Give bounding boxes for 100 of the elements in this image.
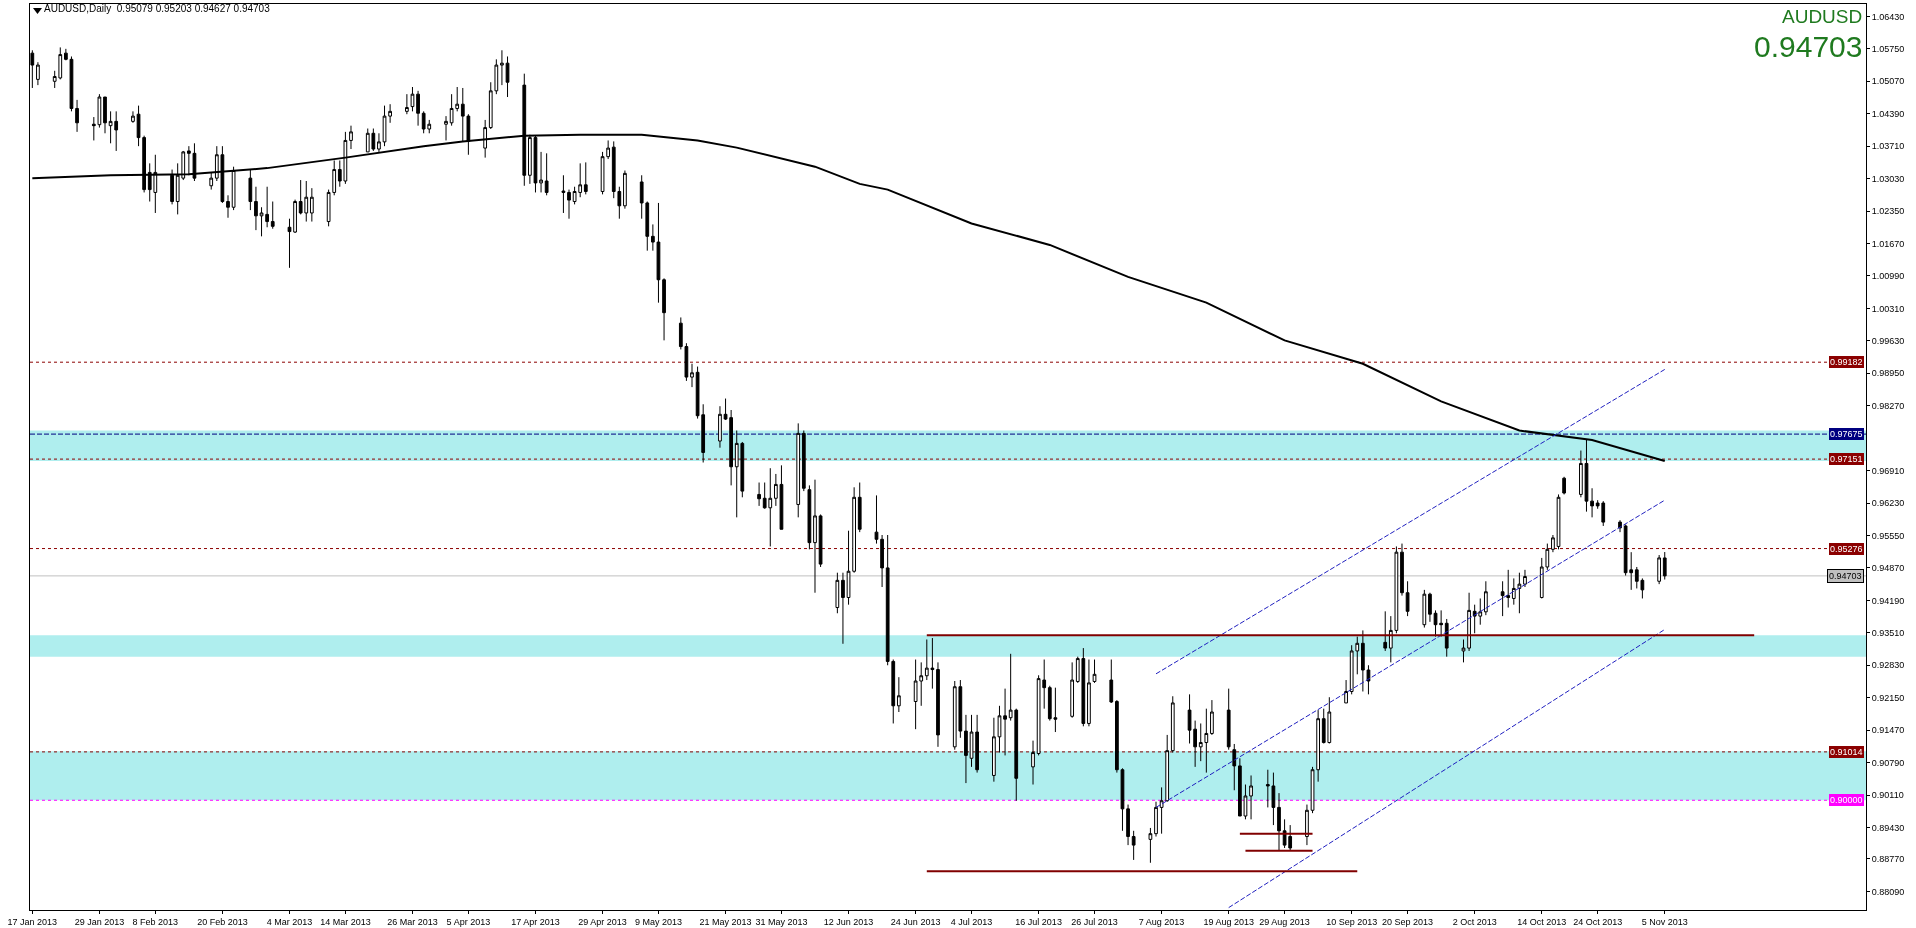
- y-tick-label: 1.04390: [1871, 108, 1905, 119]
- annotation: AUDUSD: [1782, 6, 1863, 27]
- candlestick: [444, 115, 448, 141]
- ref-line-label: 0.99182: [1830, 357, 1863, 367]
- ref-line-label: 0.97151: [1830, 454, 1863, 464]
- candlestick: [718, 405, 722, 449]
- ref-line-label: 0.97675: [1830, 429, 1863, 439]
- candlestick: [75, 99, 79, 133]
- x-tick-label: 9 May 2013: [634, 916, 682, 927]
- x-tick-label: 29 Apr 2013: [578, 916, 627, 927]
- y-tick-label: 0.94870: [1871, 563, 1905, 574]
- candlestick: [1226, 688, 1231, 751]
- candlestick: [248, 169, 253, 211]
- y-tick-label: 0.88770: [1871, 854, 1905, 865]
- candlestick: [662, 277, 666, 341]
- y-tick-label: 1.05070: [1871, 76, 1905, 87]
- x-tick-label: 7 Aug 2013: [1138, 916, 1185, 927]
- y-tick-label: 0.91470: [1871, 725, 1905, 736]
- candlestick: [1148, 827, 1153, 864]
- ref-line-label: 0.91014: [1830, 747, 1863, 757]
- x-tick-label: 17 Jan 2013: [7, 916, 58, 927]
- y-tick-label: 1.03710: [1871, 141, 1905, 152]
- candlestick: [1511, 577, 1516, 606]
- candlestick: [857, 482, 862, 533]
- y-tick-label: 0.92150: [1871, 692, 1905, 703]
- x-tick-label: 20 Feb 2013: [197, 916, 248, 927]
- x-tick-label: 2 Oct 2013: [1452, 916, 1497, 927]
- x-tick-label: 24 Jun 2013: [890, 916, 941, 927]
- candlestick: [796, 422, 801, 518]
- candlestick: [231, 166, 236, 211]
- x-tick-label: 5 Apr 2013: [446, 916, 491, 927]
- candlestick: [1662, 551, 1667, 581]
- chart-title: AUDUSD,Daily 0.95079 0.95203 0.94627 0.94703: [44, 2, 271, 14]
- ref-line-label: 0.95276: [1830, 544, 1863, 554]
- x-tick-label: 12 Jun 2013: [823, 916, 874, 927]
- candlestick: [539, 151, 543, 193]
- candlestick: [36, 61, 40, 86]
- candlestick: [131, 110, 135, 124]
- x-tick-label: 4 Jul 2013: [950, 916, 993, 927]
- y-tick-label: 0.89430: [1871, 822, 1905, 833]
- candlestick: [1551, 534, 1555, 553]
- x-tick-label: 16 Jul 2013: [1015, 916, 1062, 927]
- candlestick: [1305, 804, 1309, 846]
- y-tick-label: 0.90110: [1871, 790, 1904, 801]
- y-tick-label: 1.05750: [1871, 44, 1905, 54]
- x-tick-label: 26 Jul 2013: [1071, 916, 1118, 927]
- candlestick: [1422, 589, 1427, 629]
- y-tick-label: 0.96230: [1871, 498, 1905, 509]
- candlestick: [1562, 476, 1566, 495]
- candlestick: [1232, 743, 1237, 791]
- candlestick: [1400, 543, 1404, 597]
- candlestick: [1523, 569, 1527, 588]
- candlestick: [1657, 554, 1662, 585]
- x-tick-label: 14 Oct 2013: [1517, 916, 1567, 927]
- candlestick: [405, 93, 409, 115]
- candlestick: [1210, 699, 1214, 736]
- x-tick-label: 10 Sep 2013: [1326, 916, 1378, 927]
- candlestick: [561, 174, 566, 214]
- candlestick: [1249, 774, 1253, 820]
- x-tick-label: 17 Apr 2013: [511, 916, 560, 927]
- candlestick: [1344, 679, 1348, 704]
- candlestick: [1126, 804, 1130, 846]
- candlestick: [690, 363, 694, 388]
- y-tick-label: 1.00310: [1871, 303, 1905, 314]
- annotation: 0.94703: [1754, 30, 1863, 63]
- candlestick: [807, 484, 812, 550]
- ref-line-label: 0.90000: [1830, 795, 1863, 805]
- candlestick: [964, 714, 968, 784]
- x-tick-label: 26 Mar 2013: [387, 916, 438, 927]
- candlestick: [835, 572, 840, 614]
- y-tick-label: 1.00990: [1871, 271, 1905, 282]
- candlestick: [1383, 610, 1388, 652]
- x-tick-label: 29 Jan 2013: [74, 916, 125, 927]
- candlestick: [1154, 801, 1158, 838]
- candlestick: [209, 171, 214, 191]
- x-tick-label: 20 Sep 2013: [1382, 916, 1434, 927]
- candlestick: [1170, 695, 1175, 754]
- x-tick-label: 19 Aug 2013: [1203, 916, 1254, 927]
- x-tick-label: 8 Feb 2013: [132, 916, 179, 927]
- y-tick-label: 0.96910: [1871, 465, 1905, 476]
- y-tick-label: 0.94190: [1871, 595, 1905, 606]
- y-tick-label: 0.88090: [1871, 886, 1905, 897]
- candlestick: [309, 187, 314, 223]
- candlestick: [226, 194, 230, 219]
- candlestick: [1483, 580, 1488, 616]
- y-tick-label: 0.92830: [1871, 660, 1905, 671]
- candlestick: [1092, 659, 1097, 684]
- x-tick-label: 4 Mar 2013: [266, 916, 313, 927]
- x-tick-label: 24 Oct 2013: [1573, 916, 1623, 927]
- y-tick-label: 1.03030: [1871, 173, 1905, 184]
- candlestick: [1277, 792, 1281, 852]
- y-tick-label: 1.01670: [1871, 238, 1905, 249]
- candlestick: [936, 661, 940, 748]
- candlestick: [1428, 592, 1432, 623]
- candlestick: [1070, 661, 1075, 719]
- candlestick: [1109, 659, 1114, 704]
- candlestick: [270, 201, 275, 230]
- x-tick-label: 14 Mar 2013: [320, 916, 371, 927]
- candlestick: [813, 479, 817, 594]
- candlestick: [1087, 659, 1091, 727]
